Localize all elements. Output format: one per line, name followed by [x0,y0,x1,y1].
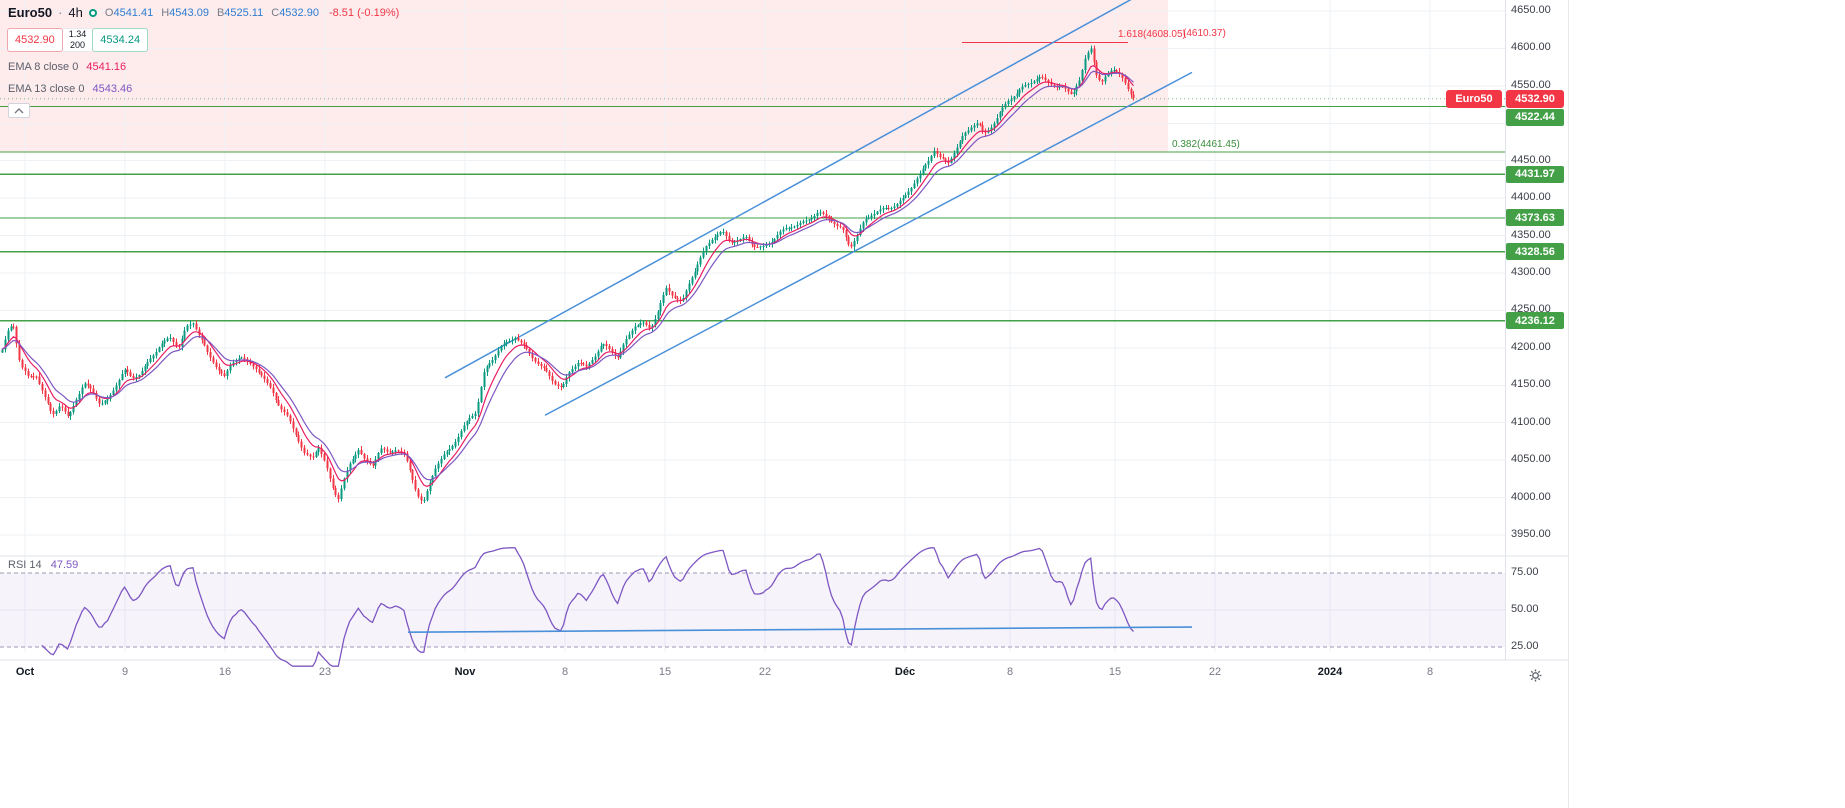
time-tick-label: 9 [121,666,129,678]
time-tick-label: 15 [1108,666,1122,678]
current-price-badge: 4532.90 [1506,89,1564,108]
channel-lower-line[interactable] [544,71,1193,416]
price-tick-label: 4650.00 [1511,4,1551,16]
candlestick-series [1,45,1135,504]
level-price-badge: 4328.56 [1506,243,1564,261]
level-price-badge: 4373.63 [1506,209,1564,227]
ohlc-low: B4525.11 [216,6,264,19]
chevron-up-icon [14,107,24,113]
buy-button[interactable]: 4534.24 [92,28,149,52]
horizontal-level-lines [0,41,1505,322]
symbol-title[interactable]: Euro50 [8,5,53,20]
rsi-band [0,573,1505,647]
price-tick-label: 4400.00 [1511,191,1551,204]
time-tick-label: 16 [218,666,232,678]
price-tick-label: 3950.00 [1511,528,1551,540]
grid [0,0,1505,652]
sell-button[interactable]: 4532.90 [7,28,63,52]
current-price-symbol-pill: Euro50 [1446,89,1502,108]
chart-settings-gear-icon[interactable] [1525,665,1545,685]
fib-level-label: (4610.37) [1183,27,1226,39]
ema8-value: 4541.16 [86,61,127,73]
rsi-tick-label: 25.00 [1511,640,1539,652]
rsi-tick-label: 50.00 [1511,603,1539,615]
ema13-line [1,70,1134,481]
ema8-line [1,65,1134,487]
time-tick-label: Nov [454,666,476,678]
rsi-trendline[interactable] [407,626,1193,633]
ohlc-open: O4541.41 [104,6,154,19]
fib-level-label: 1.618(4608.05) [1118,29,1186,41]
legend: Euro50 · 4h O4541.41 H4543.09 B4525.11 C… [8,5,399,20]
trade-widget: 4532.90 1.34 200 4534.24 [7,28,149,52]
rsi-tick-label: 75.00 [1511,566,1539,578]
legend-collapse-button[interactable] [8,103,30,118]
rsi-legend[interactable]: RSI 14 47.59 [8,559,79,571]
supply-zone [0,0,1168,153]
price-tick-label: 4200.00 [1511,340,1551,353]
channel-upper-line[interactable] [444,0,1140,379]
time-axis[interactable]: Oct 9 16 23 Nov 8 15 22 Déc 8 15 22 2024 8 [0,660,1505,690]
price-tick-label: 4600.00 [1511,41,1551,54]
time-tick-label: 8 [1006,666,1014,678]
time-tick-label: 15 [658,666,672,678]
price-scale[interactable]: 4650.004600.004550.004500.004450.004400.… [1505,0,1568,660]
time-tick-label: 8 [561,666,569,678]
ohlc-high: H4543.09 [161,6,209,19]
spread-info: 1.34 200 [62,28,93,52]
level-price-badge: 4236.12 [1506,312,1564,330]
level-price-badge: 4431.97 [1506,165,1564,183]
fib-level-label: 0.382(4461.45) [1172,139,1240,151]
price-tick-label: 4300.00 [1511,266,1551,278]
rsi-value: 47.59 [50,559,79,571]
price-tick-label: 4050.00 [1511,453,1551,466]
price-tick-label: 4350.00 [1511,228,1551,241]
time-tick-label: Oct [15,666,35,678]
time-tick-label: 23 [318,666,332,678]
price-tick-label: 4000.00 [1511,490,1551,503]
legend-separator: · [58,5,63,20]
ema13-legend[interactable]: EMA 13 close 0 4543.46 [8,83,133,95]
ohlc-close: C4532.90 [271,6,319,19]
price-tick-label: 4450.00 [1511,153,1551,166]
time-tick-label: 22 [758,666,772,678]
market-status-icon[interactable] [88,8,97,17]
spread-value: 1.34 [68,29,87,39]
quantity-value: 200 [70,40,86,50]
price-tick-label: 4150.00 [1511,378,1551,391]
interval-label[interactable]: 4h [68,5,83,20]
time-tick-label: 22 [1208,666,1222,678]
time-tick-label: Déc [894,666,916,678]
rsi-line [41,547,1134,667]
price-tick-label: 4100.00 [1511,415,1551,428]
separators [0,0,1569,808]
change-value: -8.51 (-0.19%) [328,6,400,19]
ema8-legend[interactable]: EMA 8 close 0 4541.16 [8,61,127,73]
level-price-badge: 4522.44 [1506,108,1564,126]
ema13-value: 4543.46 [92,83,133,95]
price-tick-label: 4550.00 [1511,78,1551,91]
time-tick-label: 2024 [1317,666,1343,678]
time-tick-label: 8 [1426,666,1434,678]
